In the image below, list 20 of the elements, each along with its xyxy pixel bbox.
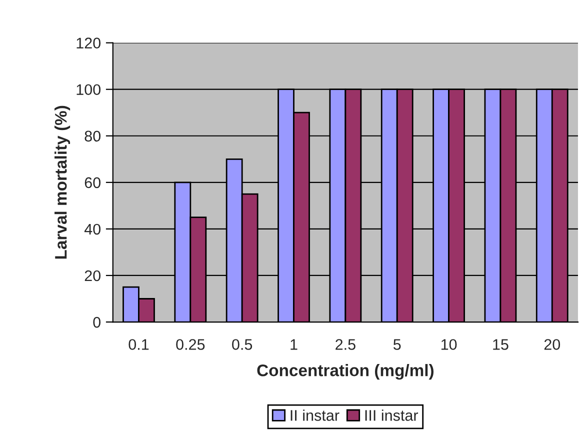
x-axis-title: Concentration (mg/ml) [257, 364, 434, 380]
y-tick-label: 100 [76, 84, 101, 96]
x-tick-label: 1 [290, 339, 298, 350]
y-tick-label: 20 [84, 270, 101, 282]
x-tick-label: 2.5 [336, 339, 356, 350]
x-tick-label: 10 [441, 339, 457, 350]
x-tick-label: 5 [393, 339, 401, 350]
y-tick-label: 80 [84, 130, 101, 142]
y-axis-title: Larval mortality (%) [54, 106, 70, 259]
y-tick-label: 60 [84, 177, 101, 188]
y-tick-label: 120 [76, 38, 101, 48]
x-tick-label: 20 [544, 339, 560, 350]
x-tick-label: 15 [493, 339, 508, 350]
x-tick-label: 0.5 [232, 339, 252, 350]
x-tick-label: 0.1 [128, 339, 149, 350]
x-tick-label: 0.25 [176, 339, 205, 350]
legend-label: III instar [365, 410, 418, 421]
y-tick-label: 0 [93, 316, 101, 328]
legend-label: II instar [290, 410, 340, 421]
y-tick-label: 40 [84, 224, 101, 235]
